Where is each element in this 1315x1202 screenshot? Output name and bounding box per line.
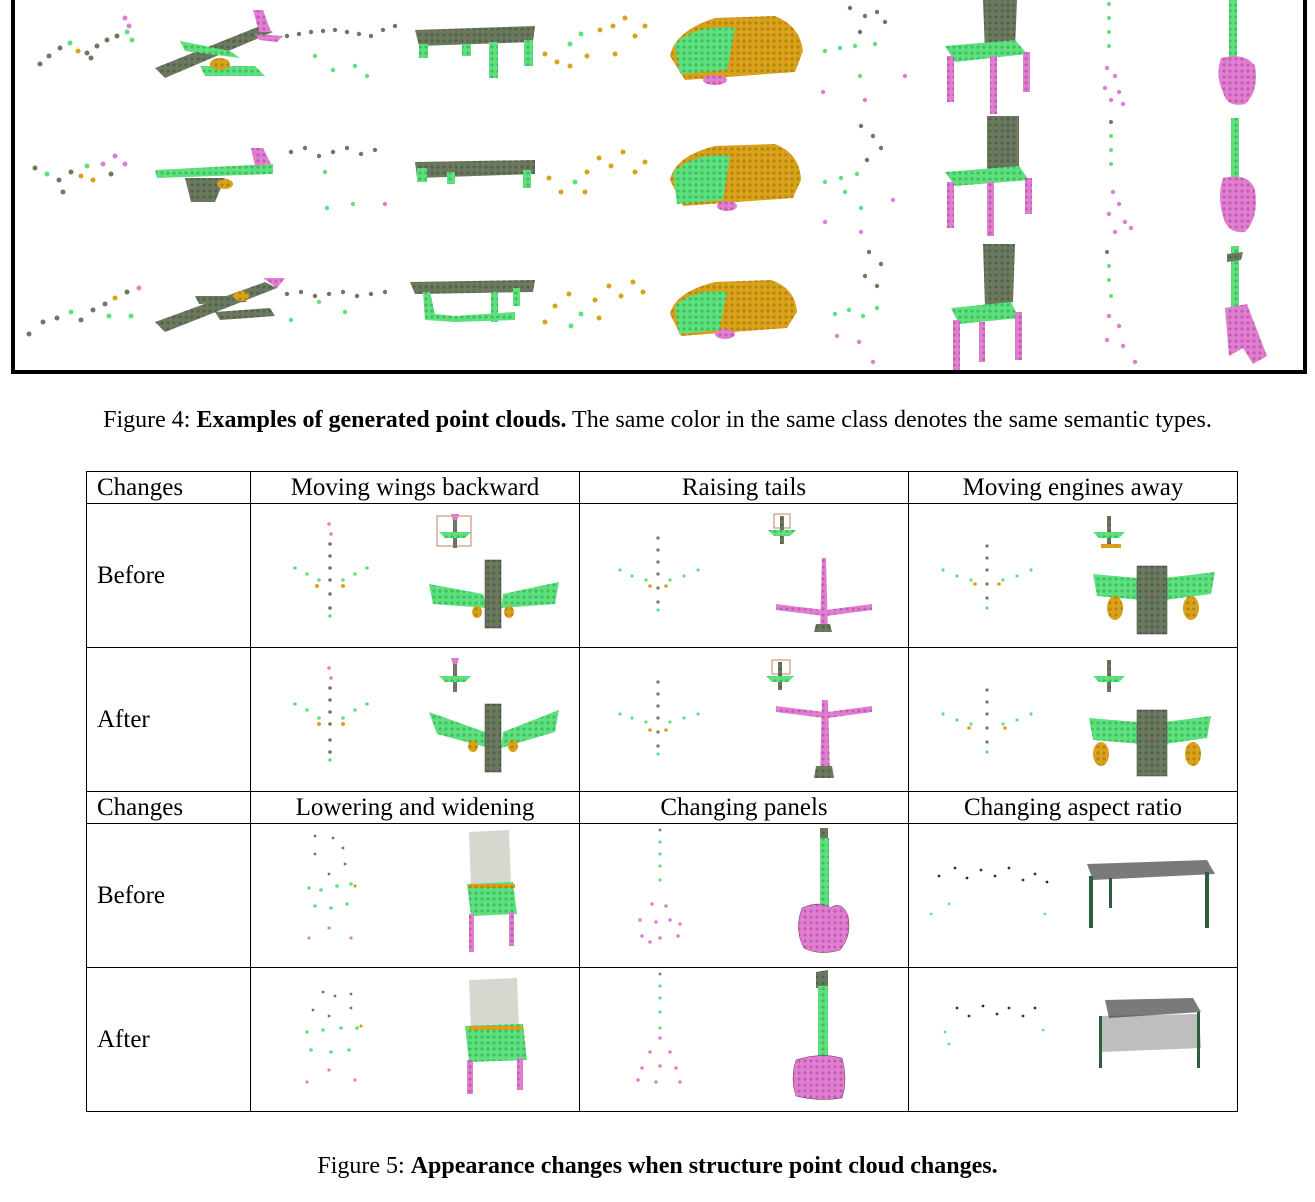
cell-guitar-before bbox=[579, 823, 909, 968]
row-label-after: After bbox=[86, 647, 251, 792]
cell-tails-before bbox=[579, 503, 909, 648]
sparse-airplane-3 bbox=[26, 285, 142, 337]
figure-4-caption-prefix: Figure 4: bbox=[103, 407, 197, 433]
row-3 bbox=[26, 244, 1267, 370]
plane-tails-after-image bbox=[618, 659, 872, 778]
dense-table-2 bbox=[415, 160, 535, 188]
row-other-after: After bbox=[86, 967, 1238, 1112]
dense-chair-2 bbox=[945, 116, 1032, 236]
cell-guitar-after bbox=[579, 967, 909, 1112]
cell-chair-after bbox=[250, 967, 580, 1112]
dense-airplane-3 bbox=[155, 278, 285, 332]
plane-engines-before-image bbox=[941, 516, 1215, 635]
sparse-chair-1 bbox=[820, 5, 908, 103]
cell-wings-before bbox=[250, 503, 580, 648]
plane-engines-after-image bbox=[941, 660, 1211, 777]
header-row-airplane: Changes Moving wings backward Raising ta… bbox=[86, 471, 1238, 504]
dense-guitar-2 bbox=[1220, 118, 1256, 233]
cell-wings-after bbox=[250, 647, 580, 792]
row-2 bbox=[32, 116, 1256, 236]
dense-car-2 bbox=[670, 144, 801, 211]
sparse-table-3 bbox=[284, 289, 388, 323]
table-after-image bbox=[943, 998, 1201, 1068]
sparse-car-1 bbox=[542, 15, 648, 69]
cell-table-after bbox=[908, 967, 1238, 1112]
cell-engines-before bbox=[908, 503, 1238, 648]
figure-4-point-clouds bbox=[26, 0, 1267, 370]
sparse-chair-3 bbox=[832, 249, 884, 365]
table-before-image bbox=[929, 860, 1215, 928]
guitar-before-image bbox=[638, 828, 850, 953]
dense-airplane-2 bbox=[155, 148, 273, 202]
dense-guitar-3 bbox=[1225, 246, 1267, 364]
row-label-before: Before bbox=[86, 503, 251, 648]
row-airplane-after: After bbox=[86, 647, 1238, 792]
title-moving-wings: Moving wings backward bbox=[250, 471, 580, 504]
dense-table-3 bbox=[410, 280, 535, 322]
figure-4-caption-rest: The same color in the same class denotes… bbox=[566, 407, 1212, 433]
dense-table-1 bbox=[415, 26, 535, 78]
sparse-car-2 bbox=[546, 149, 648, 195]
plane-tails-before-image bbox=[618, 513, 872, 632]
sparse-car-3 bbox=[542, 279, 646, 329]
title-raising-tails: Raising tails bbox=[579, 471, 909, 504]
row-other-before: Before bbox=[86, 823, 1238, 968]
title-lowering-widening: Lowering and widening bbox=[250, 791, 580, 824]
sparse-guitar-1 bbox=[1102, 2, 1126, 107]
changes-label-2: Changes bbox=[86, 791, 251, 824]
sparse-table-1 bbox=[284, 23, 398, 79]
header-row-other: Changes Lowering and widening Changing p… bbox=[86, 791, 1238, 824]
dense-car-1 bbox=[670, 16, 803, 85]
guitar-after-image bbox=[636, 970, 846, 1100]
sparse-guitar-2 bbox=[1106, 120, 1134, 235]
row-label-before-2: Before bbox=[86, 823, 251, 968]
sparse-guitar-3 bbox=[1104, 250, 1138, 365]
dense-guitar-1 bbox=[1218, 0, 1256, 105]
chair-before-image bbox=[307, 830, 517, 952]
figure-5-caption-bold: Appearance changes when structure point … bbox=[410, 1153, 998, 1179]
cell-table-before bbox=[908, 823, 1238, 968]
row-1 bbox=[37, 0, 1256, 114]
sparse-table-2 bbox=[288, 145, 388, 211]
sparse-chair-2 bbox=[822, 123, 896, 235]
title-moving-engines: Moving engines away bbox=[908, 471, 1238, 504]
figure-4-caption: Figure 4: Examples of generated point cl… bbox=[0, 406, 1315, 434]
row-airplane-before: Before bbox=[86, 503, 1238, 648]
figure-5-caption: Figure 5: Appearance changes when struct… bbox=[0, 1152, 1315, 1180]
dense-airplane-1 bbox=[155, 10, 283, 78]
sparse-airplane-1 bbox=[37, 15, 135, 67]
figure-4-panel bbox=[11, 0, 1307, 374]
title-changing-panels: Changing panels bbox=[579, 791, 909, 824]
figure-5-caption-prefix: Figure 5: bbox=[317, 1153, 411, 1179]
row-label-after-2: After bbox=[86, 967, 251, 1112]
plane-wings-before-image bbox=[293, 514, 559, 629]
plane-wings-after-image bbox=[293, 658, 559, 773]
cell-tails-after bbox=[579, 647, 909, 792]
dense-car-3 bbox=[670, 280, 797, 339]
cell-engines-after bbox=[908, 647, 1238, 792]
figure-4-caption-bold: Examples of generated point clouds. bbox=[196, 407, 567, 433]
sparse-airplane-2 bbox=[32, 153, 128, 195]
cell-chair-before bbox=[250, 823, 580, 968]
chair-after-image bbox=[305, 978, 527, 1094]
figure-5-table: Changes Moving wings backward Raising ta… bbox=[86, 471, 1238, 1113]
dense-chair-1 bbox=[945, 0, 1030, 114]
changes-label: Changes bbox=[86, 471, 251, 504]
dense-chair-3 bbox=[951, 244, 1022, 370]
title-changing-aspect-ratio: Changing aspect ratio bbox=[908, 791, 1238, 824]
